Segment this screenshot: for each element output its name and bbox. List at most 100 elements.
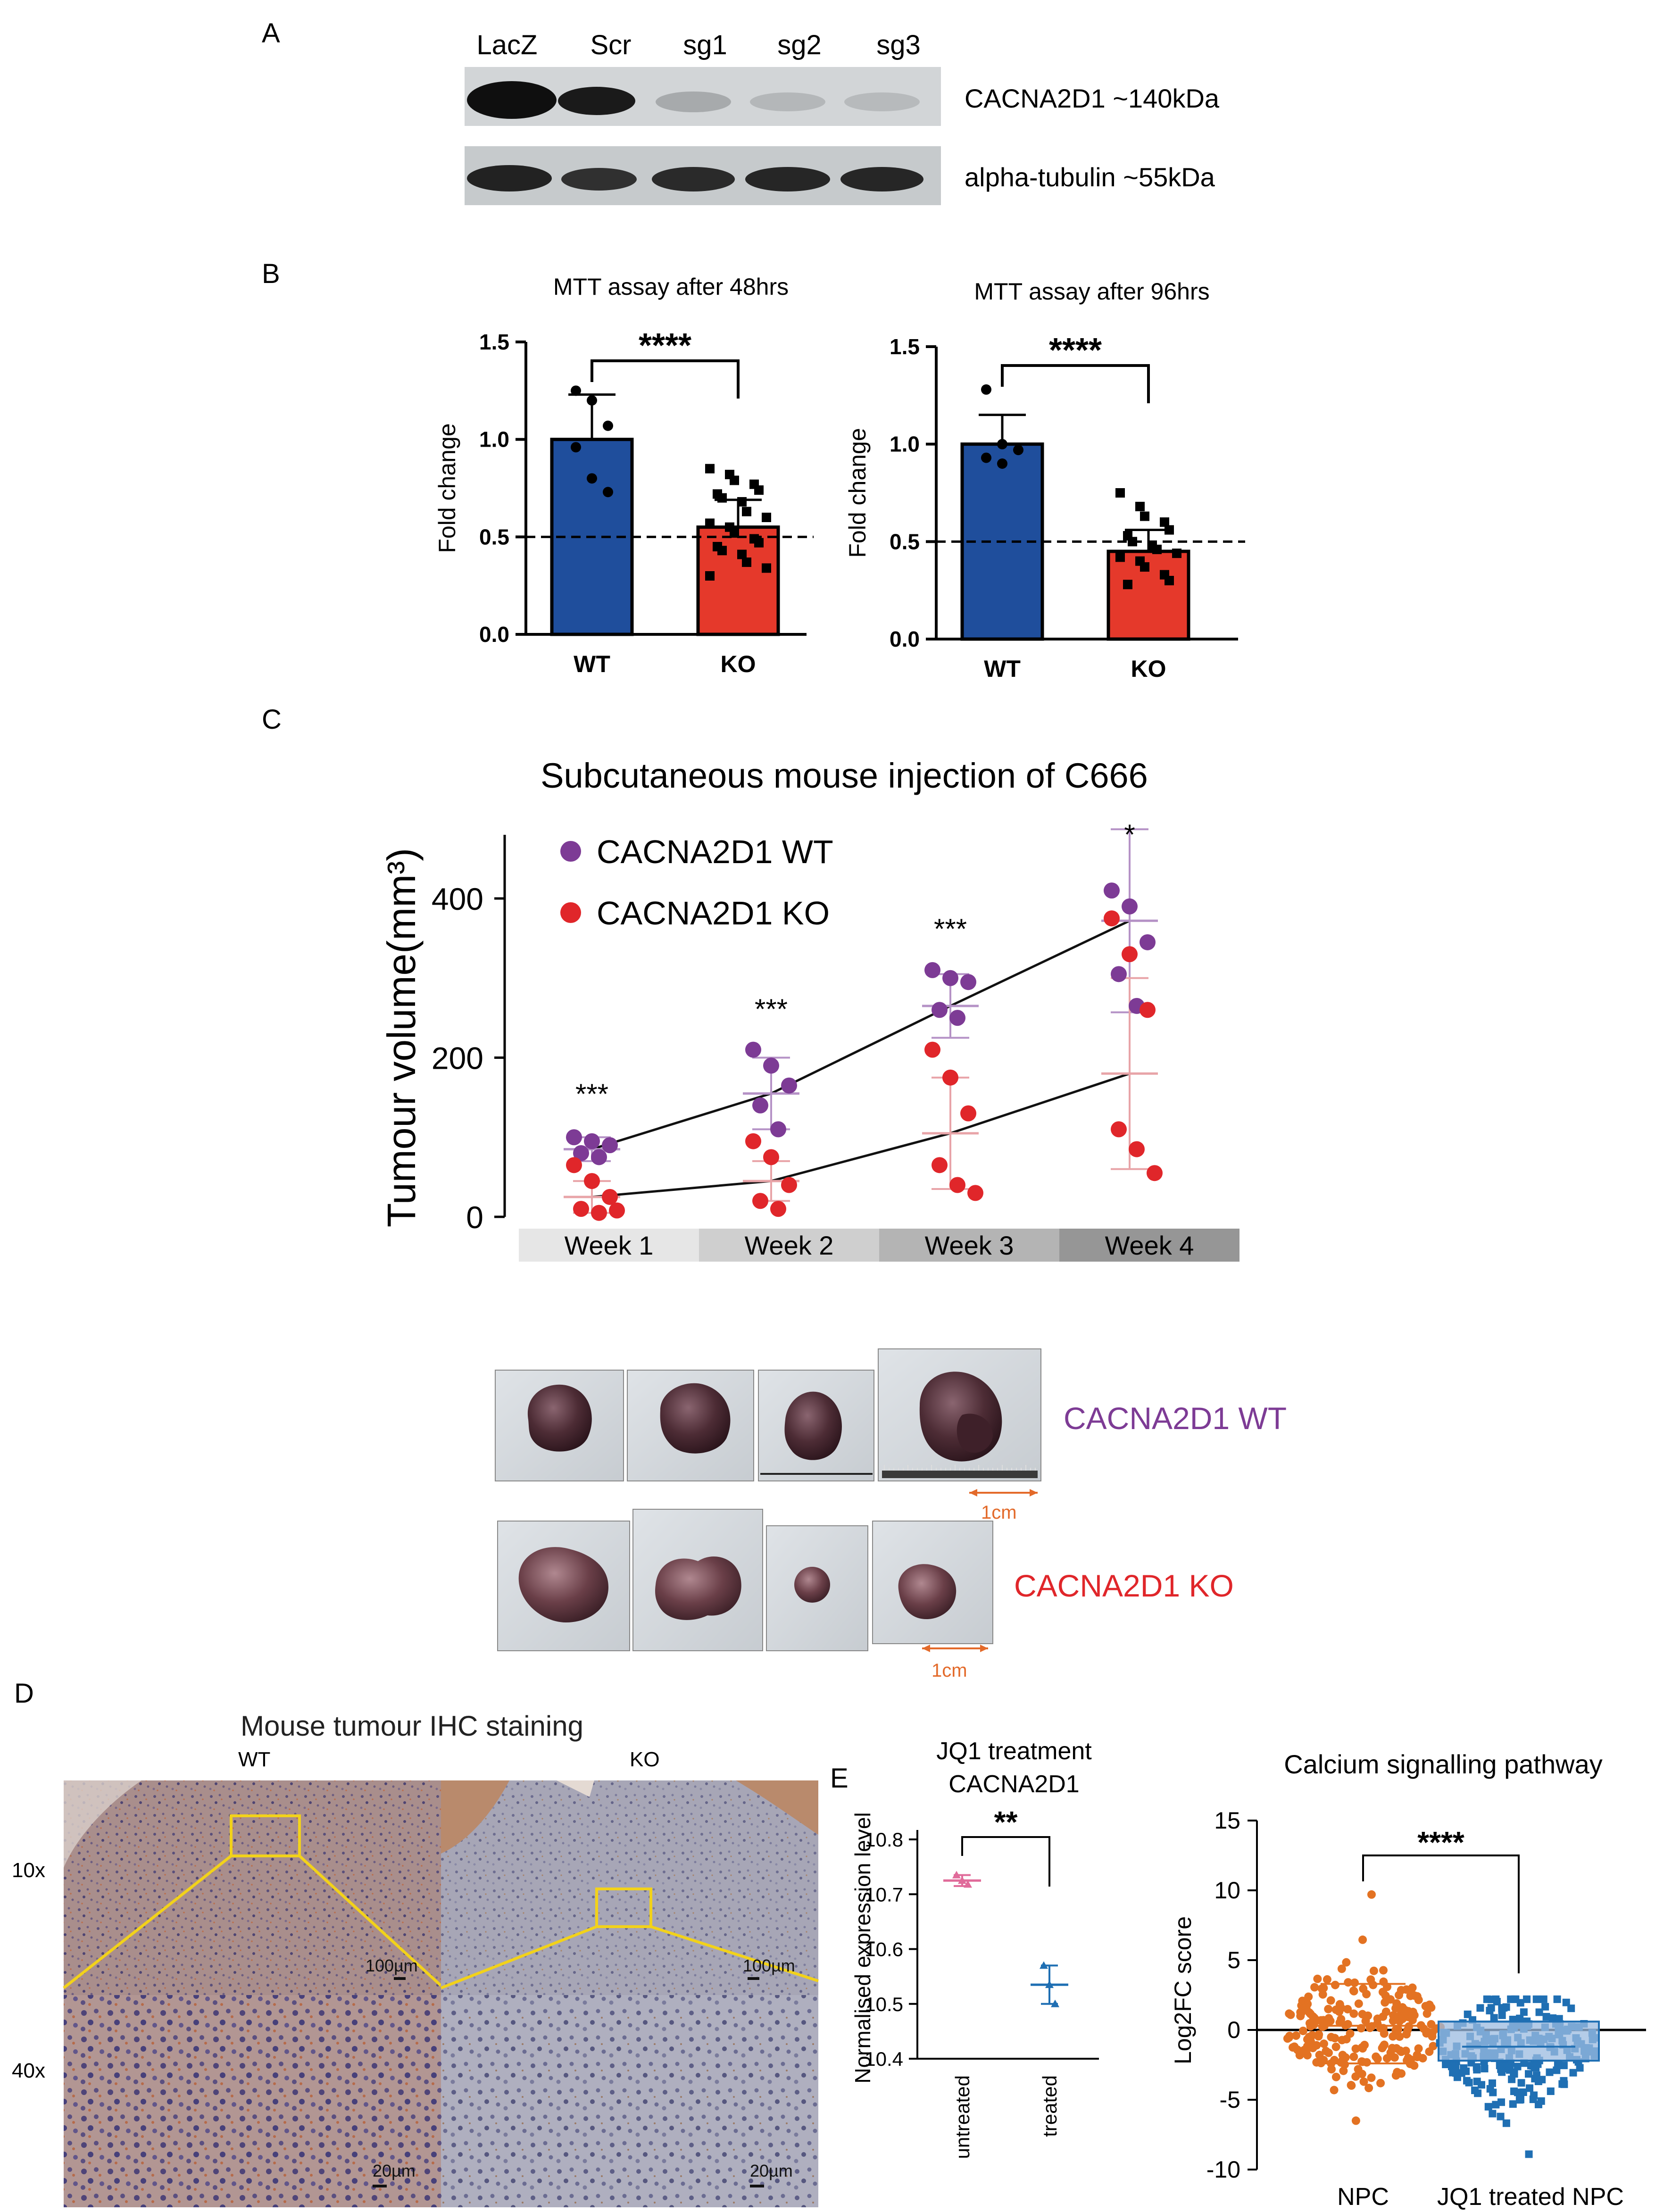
data-point-ko bbox=[742, 557, 751, 567]
photo-wt-label: CACNA2D1 WT bbox=[1064, 1401, 1287, 1436]
data-point-npc bbox=[1306, 2037, 1315, 2046]
data-point-ko bbox=[584, 1173, 600, 1189]
data-point-jq1 bbox=[1498, 2068, 1506, 2076]
data-point-ko bbox=[770, 1201, 786, 1217]
panel-label-e: E bbox=[830, 1763, 848, 1794]
data-point-wt bbox=[1140, 934, 1156, 950]
data-point-npc bbox=[1305, 2043, 1314, 2052]
data-point-wt bbox=[1122, 898, 1138, 915]
data-point-npc bbox=[1314, 2030, 1323, 2039]
data-point-ko bbox=[737, 497, 747, 507]
significance-label: **** bbox=[1417, 1825, 1464, 1859]
data-point-jq1 bbox=[1465, 2079, 1473, 2087]
x-tick-label: WT bbox=[574, 651, 610, 677]
jq1-expression-chart: JQ1 treatment CACNA2D1 Normalised expressi… bbox=[850, 1738, 1099, 2159]
data-point-npc bbox=[1414, 2044, 1423, 2053]
week-band bbox=[1059, 1229, 1239, 1262]
data-point-jq1 bbox=[1524, 2070, 1532, 2078]
panel-label-a: A bbox=[262, 18, 280, 49]
data-point-jq1 bbox=[1497, 2112, 1505, 2121]
data-point-jq1 bbox=[1490, 2014, 1498, 2022]
data-point-wt bbox=[997, 458, 1007, 469]
trend-line-ko bbox=[591, 1072, 1130, 1198]
data-point-jq1 bbox=[1546, 2068, 1554, 2076]
data-point-npc bbox=[1284, 2033, 1293, 2042]
significance-label: * bbox=[1124, 819, 1135, 850]
data-point-npc bbox=[1351, 2116, 1360, 2125]
data-point-npc bbox=[1367, 2073, 1376, 2082]
data-point-npc bbox=[1373, 2014, 1382, 2023]
data-point-jq1 bbox=[1484, 2103, 1492, 2111]
y-tick-label: 10.7 bbox=[865, 1883, 903, 1905]
data-point-ko bbox=[730, 528, 739, 538]
data-point bbox=[952, 1871, 961, 1879]
bar-ko bbox=[696, 525, 780, 636]
data-point-jq1 bbox=[1488, 2079, 1496, 2087]
tumour-photos-wt bbox=[495, 1348, 1041, 1481]
y-tick-label: -10 bbox=[1206, 2156, 1240, 2183]
data-point-jq1 bbox=[1567, 2004, 1575, 2012]
data-point-npc bbox=[1354, 1999, 1363, 2008]
data-point-npc bbox=[1343, 2020, 1352, 2029]
scale-bar-ko: 1cm bbox=[922, 1645, 988, 1681]
data-point-wt bbox=[587, 473, 597, 484]
data-point-jq1 bbox=[1509, 2100, 1517, 2108]
data-point bbox=[964, 1880, 972, 1888]
data-point-npc bbox=[1290, 2042, 1299, 2051]
data-point-ko bbox=[717, 493, 727, 503]
data-point-jq1 bbox=[1483, 1995, 1491, 2003]
data-point-npc bbox=[1349, 2052, 1358, 2061]
data-point-npc bbox=[1331, 1980, 1339, 1989]
legend-marker-ko bbox=[560, 902, 581, 923]
data-point-npc bbox=[1298, 2027, 1307, 2036]
data-point-wt bbox=[603, 487, 613, 498]
x-tick-label: WT bbox=[984, 656, 1021, 682]
data-point-jq1 bbox=[1553, 1995, 1561, 2003]
data-point-wt bbox=[997, 439, 1007, 449]
data-point-npc bbox=[1313, 1974, 1322, 1983]
data-point-npc bbox=[1373, 2054, 1382, 2063]
lane-label: sg2 bbox=[777, 30, 822, 60]
lane-label: sg1 bbox=[683, 30, 727, 60]
data-point-ko bbox=[745, 1133, 761, 1149]
data-point-npc bbox=[1319, 2016, 1328, 2025]
data-point-npc bbox=[1367, 1890, 1376, 1899]
significance-label: *** bbox=[575, 1078, 608, 1110]
y-tick-label: 10.8 bbox=[865, 1829, 903, 1851]
significance-label: **** bbox=[639, 327, 691, 365]
data-point-npc bbox=[1330, 2086, 1339, 2095]
data-point-npc bbox=[1402, 2030, 1411, 2039]
data-point-ko bbox=[1111, 1121, 1127, 1138]
data-point bbox=[958, 1876, 966, 1884]
data-point-wt bbox=[573, 1145, 589, 1161]
x-tick-label: JQ1 treated NPC bbox=[1437, 2183, 1624, 2211]
data-point-jq1 bbox=[1510, 2087, 1518, 2096]
week-band bbox=[519, 1229, 699, 1262]
data-point-npc bbox=[1303, 2051, 1312, 2060]
data-point-jq1 bbox=[1493, 1997, 1501, 2005]
mtt-48h-chart: MTT assay after 48hrs Fold change 0.0 0.5 1.… bbox=[434, 274, 814, 677]
data-point-npc bbox=[1398, 2014, 1407, 2023]
data-point-npc bbox=[1319, 2039, 1328, 2048]
lane-label: sg3 bbox=[876, 30, 921, 60]
data-point-npc bbox=[1342, 2035, 1351, 2044]
data-point-jq1 bbox=[1510, 2070, 1518, 2078]
data-point-ko bbox=[924, 1041, 940, 1058]
data-point-jq1 bbox=[1526, 2084, 1534, 2092]
data-point-npc bbox=[1413, 2053, 1422, 2062]
data-point-wt bbox=[752, 1097, 768, 1114]
x-tick-label: untreated bbox=[951, 2075, 973, 2159]
data-point-wt bbox=[571, 442, 581, 453]
data-point-npc bbox=[1425, 2047, 1434, 2056]
data-point-ko bbox=[1104, 910, 1120, 927]
panel-label-b: B bbox=[262, 258, 280, 289]
data-point-npc bbox=[1324, 2048, 1333, 2057]
data-point-jq1 bbox=[1520, 2008, 1528, 2016]
lane-labels: LacZ Scr sg1 sg2 sg3 bbox=[477, 30, 921, 60]
data-point-npc bbox=[1359, 2077, 1368, 2086]
lane-label: Scr bbox=[591, 30, 632, 60]
data-point-jq1 bbox=[1549, 2014, 1557, 2022]
y-tick-label: 0 bbox=[466, 1200, 483, 1235]
y-tick-label: 0.5 bbox=[890, 529, 920, 554]
